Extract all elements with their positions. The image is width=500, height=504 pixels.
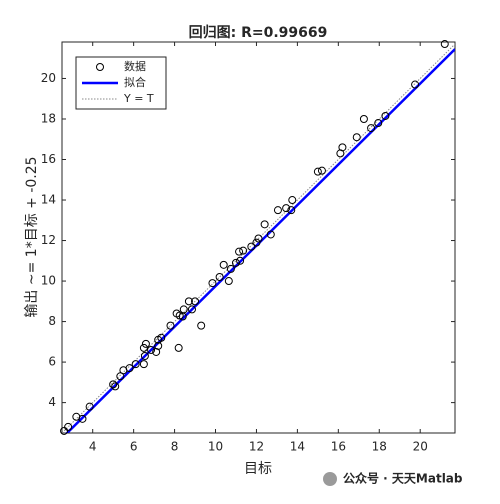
y-tick-label: 6 <box>48 355 56 369</box>
data-point <box>235 247 244 256</box>
data-point <box>187 305 196 314</box>
data-point <box>338 143 347 152</box>
legend-label: 数据 <box>124 59 146 73</box>
data-point <box>359 114 368 123</box>
y-tick-label: 14 <box>41 193 56 207</box>
data-point <box>288 196 297 205</box>
x-tick-label: 10 <box>208 440 223 454</box>
data-point <box>178 312 187 321</box>
data-point <box>131 360 140 369</box>
data-point <box>116 372 125 381</box>
legend-marker <box>96 63 104 71</box>
data-point <box>226 264 235 273</box>
data-point <box>139 360 148 369</box>
data-point <box>78 414 87 423</box>
data-point <box>381 111 390 120</box>
data-point <box>239 246 248 255</box>
chart-title: 回归图: R=0.99669 <box>189 24 328 41</box>
x-tick-label: 20 <box>413 440 428 454</box>
x-axis-label: 目标 <box>244 461 272 477</box>
data-point <box>64 422 73 431</box>
data-point <box>411 80 420 89</box>
data-point <box>231 258 240 267</box>
y-tick-label: 8 <box>48 314 56 328</box>
data-point <box>219 260 228 269</box>
data-point <box>236 256 245 265</box>
x-tick-label: 6 <box>130 440 138 454</box>
plot-content <box>62 43 455 433</box>
reference-line <box>62 43 455 433</box>
data-point <box>273 206 282 215</box>
y-tick-label: 20 <box>41 71 56 85</box>
y-tick-label: 18 <box>41 111 56 125</box>
data-point <box>141 339 150 348</box>
data-point <box>125 364 134 373</box>
data-point <box>147 345 156 354</box>
x-tick-label: 14 <box>290 440 305 454</box>
data-point <box>266 230 275 239</box>
x-tick-label: 8 <box>171 440 179 454</box>
data-point <box>157 333 166 342</box>
data-point <box>282 204 291 213</box>
x-tick-label: 12 <box>249 440 264 454</box>
data-point <box>260 220 269 229</box>
data-point <box>139 343 148 352</box>
data-point <box>252 238 261 247</box>
y-tick-label: 12 <box>41 233 56 247</box>
data-point <box>287 206 296 215</box>
y-tick-label: 16 <box>41 152 56 166</box>
watermark-icon <box>323 472 337 486</box>
data-point <box>352 133 361 142</box>
watermark: 公众号 · 天天Matlab <box>323 471 463 486</box>
data-point <box>247 242 256 251</box>
data-point <box>317 166 326 175</box>
data-point <box>166 321 175 330</box>
legend-label: Y = T <box>123 92 154 105</box>
data-point <box>85 402 94 411</box>
data-point <box>367 124 376 133</box>
data-point <box>215 273 224 282</box>
data-point <box>224 277 233 286</box>
y-tick-label: 4 <box>48 395 56 409</box>
y-tick-label: 10 <box>41 274 56 288</box>
watermark-text: 公众号 · 天天Matlab <box>343 471 463 486</box>
x-tick-label: 4 <box>89 440 97 454</box>
data-point <box>254 234 263 243</box>
data-point <box>109 380 118 389</box>
data-point <box>184 297 193 306</box>
y-axis-label: 输出 ~= 1*目标 + -0.25 <box>24 156 40 317</box>
data-point <box>154 341 163 350</box>
data-point <box>174 343 183 352</box>
data-point <box>197 321 206 330</box>
x-tick-label: 18 <box>372 440 387 454</box>
data-point <box>140 352 149 361</box>
data-point <box>111 382 120 391</box>
data-point <box>191 297 200 306</box>
legend-label: 拟合 <box>124 75 146 89</box>
data-point <box>313 167 322 176</box>
fit-line <box>65 48 455 433</box>
data-point <box>440 40 449 49</box>
data-point <box>60 426 69 435</box>
data-point <box>374 119 383 128</box>
x-tick-label: 16 <box>331 440 346 454</box>
data-point <box>208 279 217 288</box>
